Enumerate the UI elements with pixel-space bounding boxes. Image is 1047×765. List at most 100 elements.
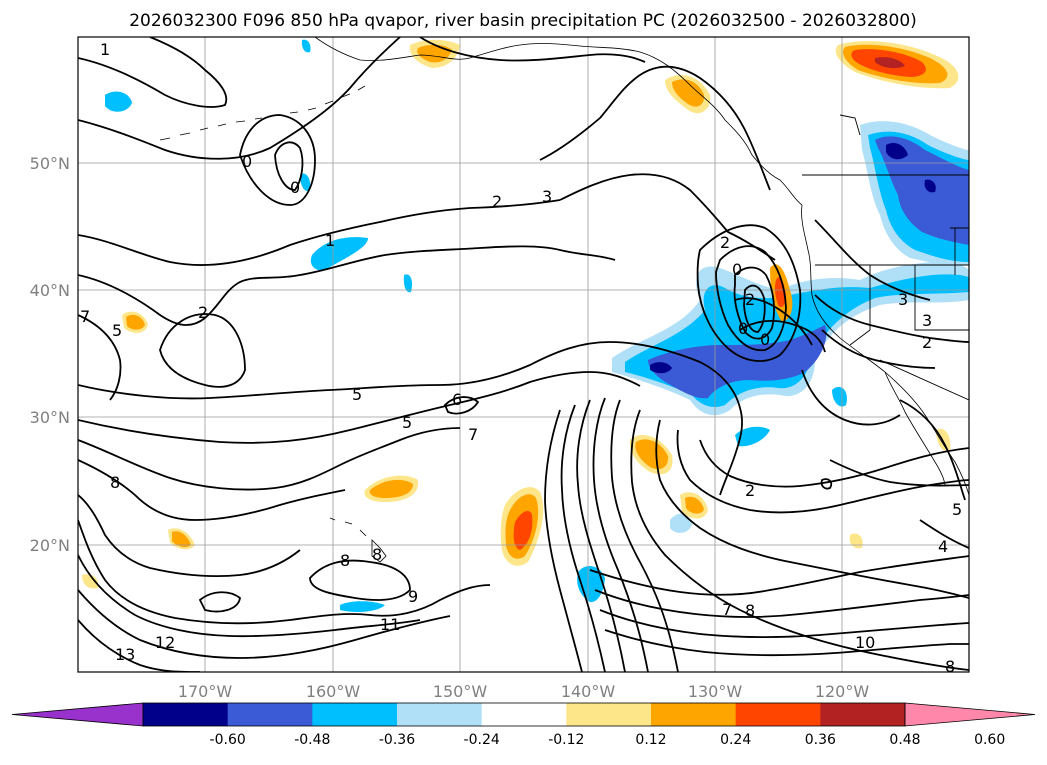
contour-label: 8: [945, 657, 955, 676]
contour-label: 0: [738, 319, 748, 338]
contour-label: 8: [110, 473, 120, 492]
contour-label: 7: [722, 600, 732, 619]
contour-label: 11: [380, 615, 400, 634]
contour-label: 2: [745, 290, 755, 309]
contour-label: 5: [952, 500, 962, 519]
anomaly-pos-medium: [126, 314, 145, 330]
contour-label: 12: [155, 633, 175, 652]
baja-california: [884, 371, 946, 486]
anomaly-neg-small: [301, 39, 311, 53]
contour-label: 5: [352, 385, 362, 404]
colorbar-tick-label: -0.12: [548, 732, 584, 748]
colorbar-tick-label: -0.60: [210, 732, 246, 748]
anomaly-pos-strong: [513, 510, 533, 550]
anomaly-neg-interior-dark: [886, 143, 936, 193]
map-title: 2026032300 F096 850 hPa qvapor, river ba…: [129, 11, 917, 31]
contour-label: 6: [452, 390, 462, 409]
colorbar-tick-label: 0.12: [635, 732, 666, 748]
colorbar-tick-label: 0.48: [889, 732, 920, 748]
contour-label: 8: [372, 545, 382, 564]
lat-tick-label: 40°N: [30, 281, 70, 300]
contour-label: 0: [760, 330, 770, 349]
lon-tick-label: 120°W: [815, 682, 870, 701]
colorbar-tick-label: 0.24: [720, 732, 751, 748]
contour-label: 3: [542, 187, 552, 206]
contour-label: 2: [198, 303, 208, 322]
colorbar-tick-label: 0.60: [974, 732, 1005, 748]
lat-axis: 50°N 40°N 30°N 20°N: [30, 154, 70, 555]
anomaly-pos-medium: [369, 479, 413, 498]
contour-label: 2: [745, 481, 755, 500]
contour-label: 1: [100, 40, 110, 59]
lat-tick-label: 20°N: [30, 536, 70, 555]
colorbar-extend-min: [11, 702, 144, 727]
contour-label: 5: [112, 321, 122, 340]
coastlines: [159, 37, 969, 563]
precip-anomaly-fills: [82, 39, 969, 613]
contour-label: 10: [855, 633, 875, 652]
anomaly-neg-strong: [648, 325, 827, 399]
contour-label: 2: [492, 192, 502, 211]
contour-labels: 1 0 0 1 2 3 2 0 2 0 0 3 3 2 5 5 6 7 8 8 …: [80, 40, 962, 676]
lon-axis: 170°W 160°W 150°W 140°W 130°W 120°W: [178, 682, 870, 701]
lon-tick-label: 130°W: [688, 682, 743, 701]
anomaly-pos-medium: [672, 79, 705, 107]
colorbar: -0.60 -0.48 -0.36 -0.24 -0.12 0.12 0.24 0.36 0.4…: [11, 702, 1036, 748]
contour-label: 8: [340, 551, 350, 570]
colorbar-swatch: [397, 703, 483, 726]
lat-tick-label: 30°N: [30, 408, 70, 427]
colorbar-tick-label: -0.48: [294, 732, 330, 748]
contour-label: 9: [408, 587, 418, 606]
anomaly-pos-medium: [635, 439, 669, 470]
lon-tick-label: 170°W: [178, 682, 233, 701]
anomaly-pos-medium: [685, 496, 704, 514]
contour-label: 2: [720, 233, 730, 252]
anomaly-pos-darkest: [875, 57, 905, 69]
colorbar-swatch: [312, 703, 398, 726]
map-content: 1 0 0 1 2 3 2 0 2 0 0 3 3 2 5 5 6 7 8 8 …: [78, 37, 969, 676]
political-borders: [802, 114, 969, 401]
anomaly-neg-darkest: [650, 362, 672, 374]
contour-label: 0: [290, 178, 300, 197]
colorbar-tick-label: 0.36: [805, 732, 836, 748]
colorbar-swatch: [735, 703, 821, 726]
contour-label: 5: [402, 413, 412, 432]
anomaly-neg-small: [403, 274, 413, 293]
contour-label: 3: [922, 311, 932, 330]
contour-label: 13: [115, 645, 135, 664]
lon-tick-label: 140°W: [561, 682, 616, 701]
colorbar-swatch: [566, 703, 652, 726]
lon-tick-label: 160°W: [306, 682, 361, 701]
anomaly-neg-small: [670, 513, 692, 533]
contour-label: 4: [938, 537, 948, 556]
anomaly-pos-medium: [172, 531, 191, 548]
lat-tick-label: 50°N: [30, 154, 70, 173]
anomaly-neg-small: [340, 601, 385, 613]
map-frame: [77, 36, 970, 673]
anomaly-neg-interior-strong: [875, 136, 969, 245]
graticule: [78, 37, 969, 672]
colorbar-tick-label: -0.24: [464, 732, 500, 748]
colorbar-swatch: [651, 703, 737, 726]
contour-label: 7: [80, 307, 90, 326]
colorbar-swatch: [227, 703, 313, 726]
hawaii: [329, 517, 387, 563]
colorbar-extend-max: [904, 702, 1036, 727]
anomaly-neg-small: [832, 386, 847, 407]
colorbar-swatch: [143, 703, 229, 726]
anomaly-neg-small: [735, 426, 770, 447]
contour-label: 2: [922, 333, 932, 352]
contour-label: 3: [898, 290, 908, 309]
contour-label: 7: [468, 425, 478, 444]
colorbar-tick-label: -0.36: [379, 732, 415, 748]
qvapor-contours: [78, 37, 969, 672]
colorbar-swatch: [481, 703, 567, 726]
na-west-coast: [801, 204, 969, 496]
contour-label: 0: [732, 260, 742, 279]
map-panel: [78, 37, 969, 672]
colorbar-outline: [142, 702, 906, 727]
lon-tick-label: 150°W: [433, 682, 488, 701]
contour-label: 0: [242, 152, 252, 171]
contour-label: 8: [745, 601, 755, 620]
anomaly-neg-small: [300, 173, 311, 192]
